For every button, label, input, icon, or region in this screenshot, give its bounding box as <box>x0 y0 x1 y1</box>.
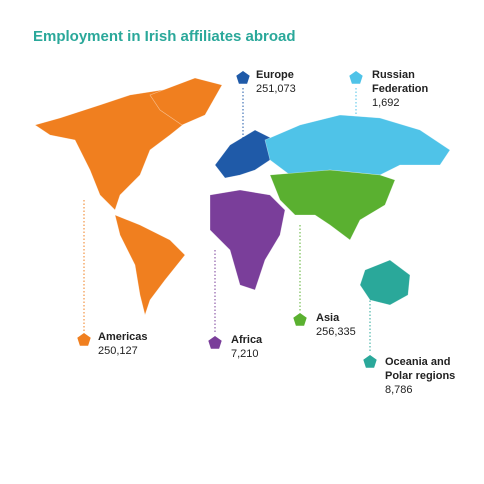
greenland <box>149 77 223 126</box>
region-label: Europe 251,073 <box>256 68 346 96</box>
region-icon <box>77 333 91 346</box>
europe-shape <box>214 129 276 179</box>
region-label: Asia 256,335 <box>316 311 396 339</box>
region-value: 250,127 <box>98 345 138 357</box>
region-label: Oceania and Polar regions 8,786 <box>385 355 475 397</box>
region-name: Americas <box>98 331 148 343</box>
russia-shape <box>264 114 451 176</box>
region-icon <box>363 355 377 368</box>
leaders <box>77 71 377 368</box>
region-value: 251,073 <box>256 83 296 95</box>
region-value: 7,210 <box>231 348 259 360</box>
region-icon <box>236 71 250 84</box>
region-name: Africa <box>231 334 263 346</box>
asia-shape <box>269 169 396 241</box>
region-icon <box>349 71 363 84</box>
region-name: Europe <box>256 69 294 81</box>
title: Employment in Irish affiliates abroad <box>33 28 296 45</box>
region-label: Americas 250,127 <box>98 330 188 358</box>
region-label: Russian Federation 1,692 <box>372 68 452 110</box>
oceania-shape <box>359 259 411 306</box>
africa-shape <box>209 189 286 291</box>
region-name: Asia <box>316 312 340 324</box>
region-value: 1,692 <box>372 97 400 109</box>
continent-shapes <box>34 77 451 317</box>
americas-south <box>114 214 186 317</box>
region-icon <box>293 313 307 326</box>
region-icon <box>208 336 222 349</box>
region-name: Russian Federation <box>372 69 429 95</box>
region-value: 256,335 <box>316 326 356 338</box>
region-label: Africa 7,210 <box>231 333 311 361</box>
region-name: Oceania and Polar regions <box>385 356 456 382</box>
americas-north <box>34 87 201 211</box>
region-value: 8,786 <box>385 384 413 396</box>
